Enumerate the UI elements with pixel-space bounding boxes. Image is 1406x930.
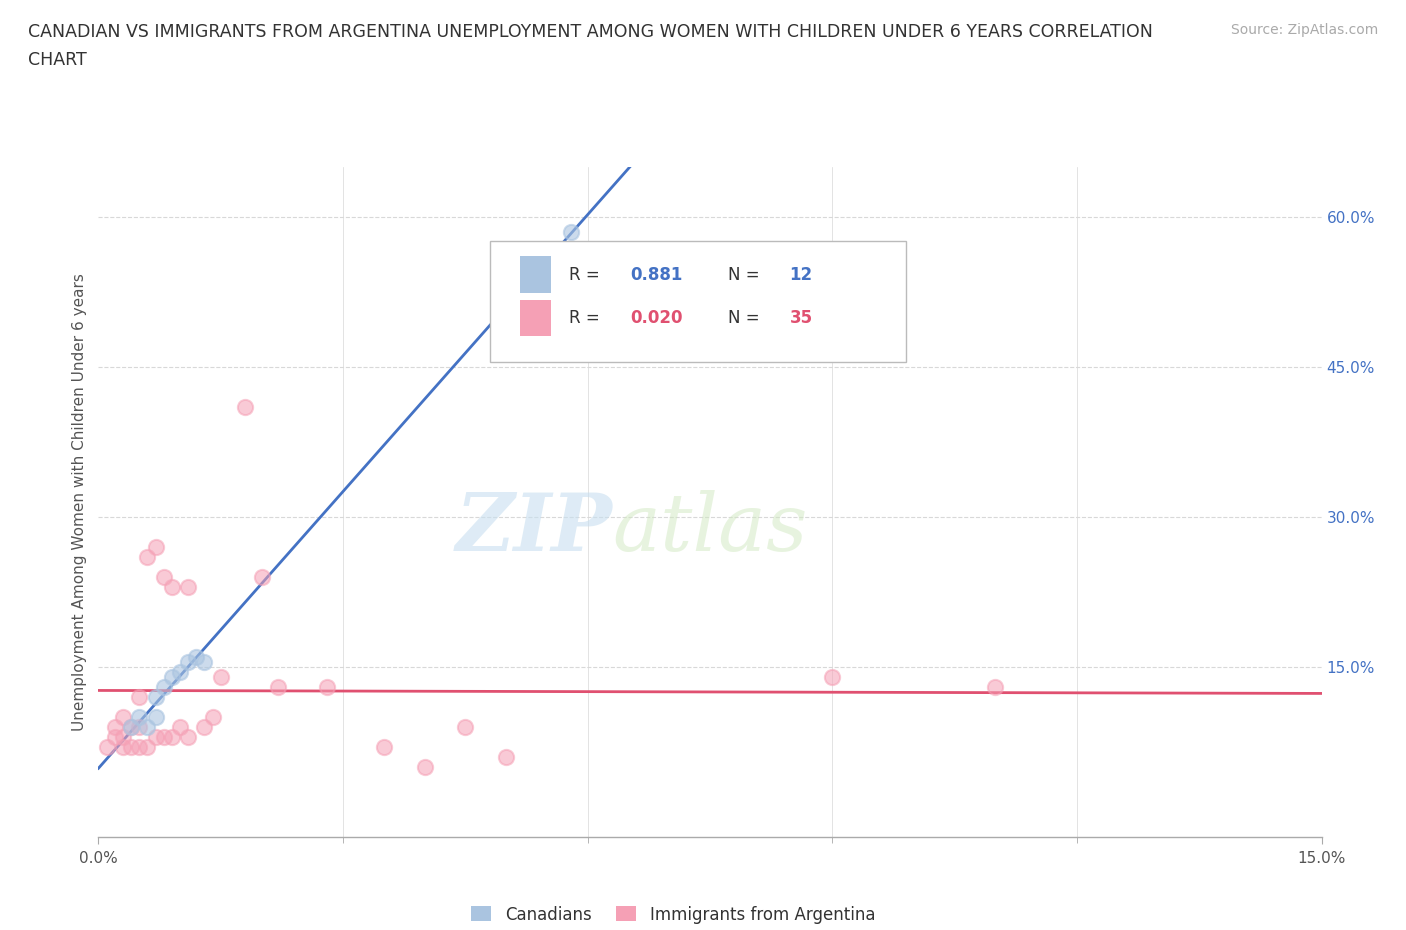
Text: CANADIAN VS IMMIGRANTS FROM ARGENTINA UNEMPLOYMENT AMONG WOMEN WITH CHILDREN UND: CANADIAN VS IMMIGRANTS FROM ARGENTINA UN… — [28, 23, 1153, 41]
Point — [96, 739, 118, 754]
Point — [145, 730, 167, 745]
Point — [169, 720, 191, 735]
Point — [152, 680, 174, 695]
Point — [120, 720, 142, 735]
Text: N =: N = — [728, 309, 765, 327]
Point — [177, 655, 200, 670]
Point — [136, 550, 159, 565]
Text: Source: ZipAtlas.com: Source: ZipAtlas.com — [1230, 23, 1378, 37]
Point — [136, 720, 159, 735]
Point — [104, 720, 127, 735]
Point — [128, 710, 150, 724]
Point — [413, 760, 436, 775]
Point — [177, 730, 200, 745]
Point — [454, 720, 477, 735]
Point — [193, 720, 215, 735]
Point — [128, 720, 150, 735]
Text: CHART: CHART — [28, 51, 87, 69]
Point — [120, 739, 142, 754]
Point — [821, 670, 844, 684]
Point — [984, 680, 1007, 695]
Bar — [520, 256, 551, 293]
Point — [104, 730, 127, 745]
Text: R =: R = — [569, 266, 606, 284]
Point — [152, 730, 174, 745]
Bar — [520, 299, 551, 337]
Text: 35: 35 — [790, 309, 813, 327]
FancyBboxPatch shape — [489, 241, 905, 362]
Point — [160, 579, 183, 594]
Point — [495, 750, 517, 764]
Point — [160, 730, 183, 745]
Point — [201, 710, 224, 724]
Point — [186, 650, 208, 665]
Y-axis label: Unemployment Among Women with Children Under 6 years: Unemployment Among Women with Children U… — [72, 273, 87, 731]
Point — [315, 680, 337, 695]
Point — [145, 710, 167, 724]
Point — [128, 739, 150, 754]
Point — [111, 710, 134, 724]
Point — [145, 539, 167, 554]
Text: atlas: atlas — [612, 490, 807, 567]
Point — [233, 400, 256, 415]
Point — [373, 739, 395, 754]
Text: 0.020: 0.020 — [630, 309, 683, 327]
Point — [160, 670, 183, 684]
Point — [209, 670, 232, 684]
Point — [120, 720, 142, 735]
Point — [128, 690, 150, 705]
Point — [250, 570, 273, 585]
Point — [169, 665, 191, 680]
Text: ZIP: ZIP — [456, 490, 612, 567]
Text: R =: R = — [569, 309, 606, 327]
Point — [267, 680, 290, 695]
Point — [145, 690, 167, 705]
Point — [152, 570, 174, 585]
Point — [177, 579, 200, 594]
Point — [111, 730, 134, 745]
Point — [136, 739, 159, 754]
Point — [560, 225, 582, 240]
Point — [193, 655, 215, 670]
Legend: Canadians, Immigrants from Argentina: Canadians, Immigrants from Argentina — [465, 899, 882, 930]
Text: 12: 12 — [790, 266, 813, 284]
Text: N =: N = — [728, 266, 765, 284]
Point — [111, 739, 134, 754]
Text: 0.881: 0.881 — [630, 266, 683, 284]
